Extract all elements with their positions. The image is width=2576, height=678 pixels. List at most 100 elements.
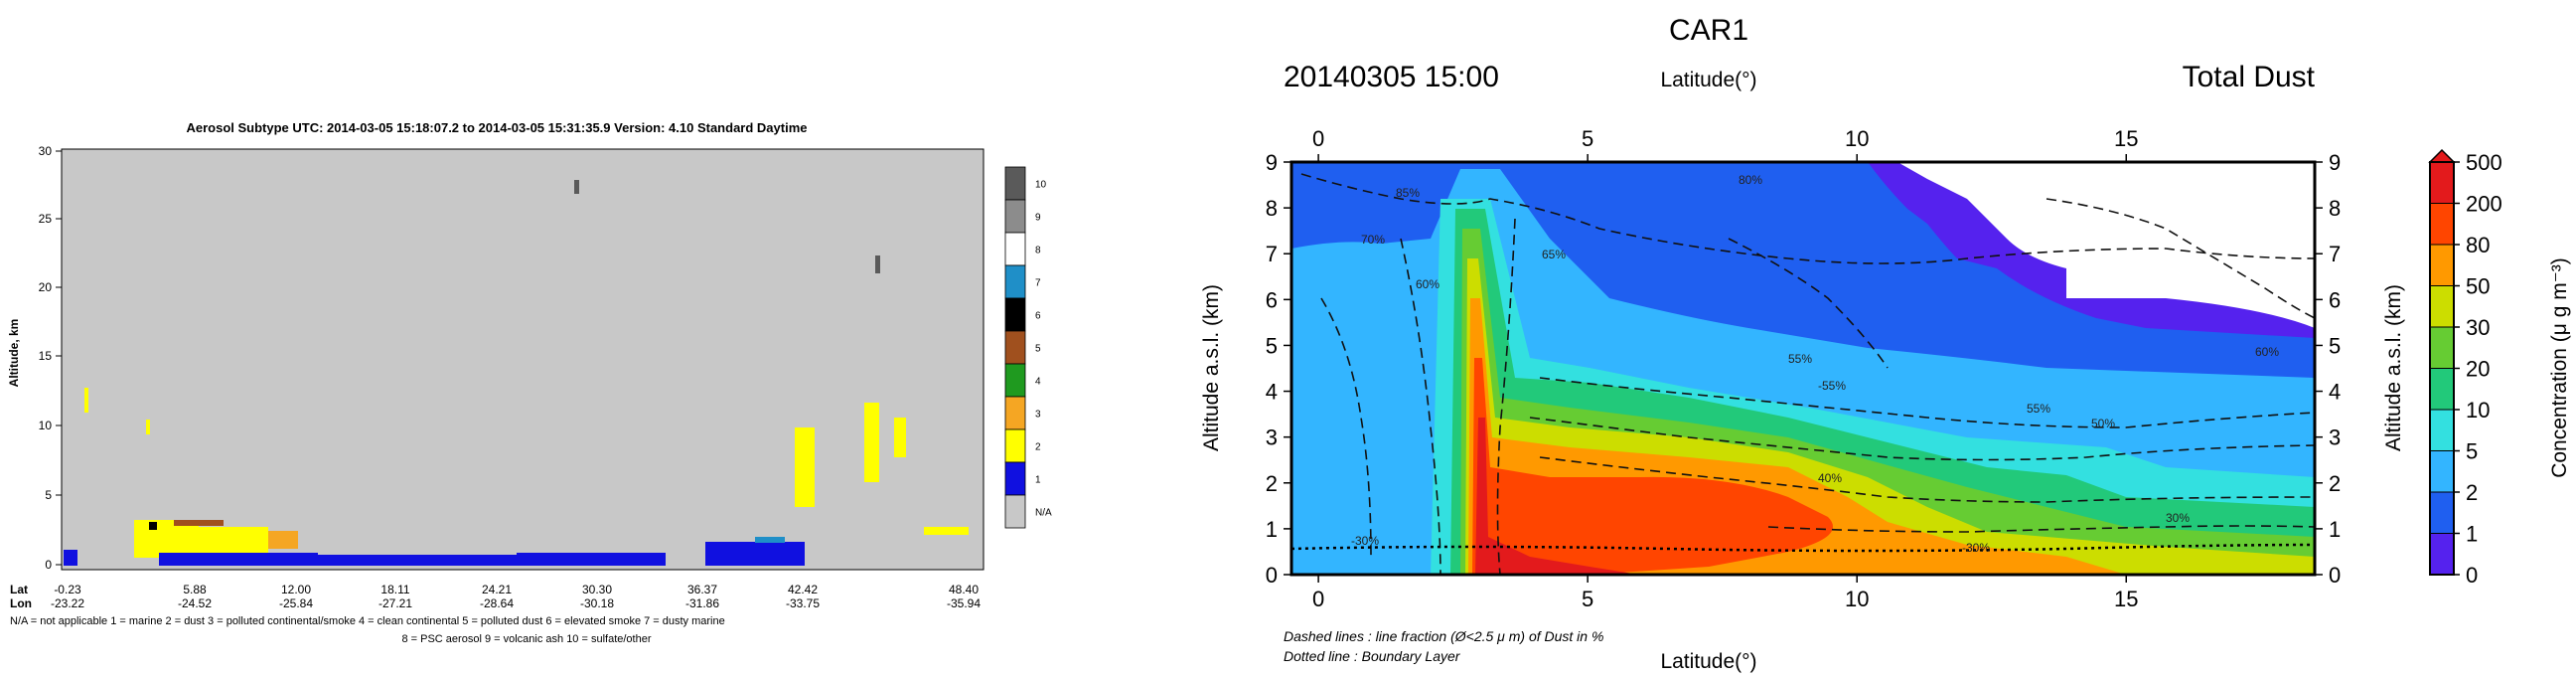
- feature-sulfate: [875, 255, 880, 273]
- feature-marine: [318, 555, 517, 566]
- xtick-label: 15: [2114, 587, 2138, 611]
- feature-dust: [795, 427, 815, 507]
- boundary-layer-line: [1291, 543, 2315, 553]
- feature-dust: [924, 527, 969, 535]
- contour-label: 65%: [1542, 248, 1566, 261]
- lat-tick: -0.23: [54, 583, 81, 596]
- xtick-label-top: 15: [2114, 126, 2138, 151]
- fine-fraction-contours: [1300, 173, 2315, 575]
- lat-tick: 30.30: [582, 583, 612, 596]
- ytick-label-right: 7: [2329, 242, 2341, 266]
- ytick-label: 25: [39, 212, 53, 226]
- calipso-plot-area: [62, 149, 984, 570]
- ytick-label: 0: [1266, 563, 1278, 588]
- ytick-label: 10: [39, 419, 53, 432]
- note-dashed-lines: Dashed lines : line fraction (Ø<2.5 μ m)…: [1284, 628, 1603, 644]
- lat-tick: 12.00: [281, 583, 311, 596]
- feature-dusty-marine: [755, 537, 785, 543]
- ytick-label-right: 9: [2329, 150, 2341, 175]
- colorbar-tick-label: 50: [2466, 274, 2490, 299]
- car1-axes: 0 0 5 5 10 10 15 15 0 0 1 1 2 2 3 3 4 4 5 5 6 6 7 7 8 8 9 9: [1266, 126, 2342, 611]
- feature-marine: [705, 542, 805, 566]
- colorbar-tick-label: 30: [2466, 315, 2490, 340]
- calipso-ylabel: Altitude, km: [7, 319, 21, 388]
- lat-tick: 5.88: [183, 583, 207, 596]
- lon-tick: -35.94: [947, 596, 981, 610]
- contour-labels: 85% 80% 70% 65% 55% 60% -55% 55% 50% 40%…: [1351, 173, 2279, 555]
- ytick-label: 6: [1266, 287, 1278, 312]
- colorbar-swatch: [1004, 297, 1026, 332]
- car1-plot-frame: [1289, 160, 2317, 577]
- lon-tick: -31.86: [685, 596, 719, 610]
- colorbar-tick-label: 2: [2466, 480, 2478, 505]
- contour-label: 70%: [1361, 233, 1385, 247]
- car1-datetime: 20140305 15:00: [1284, 61, 1499, 93]
- colorbar-tick-label: 1: [2466, 522, 2478, 547]
- ytick-label: 0: [45, 558, 52, 572]
- colorbar-swatch: [2429, 409, 2455, 451]
- colorbar-swatch: [2429, 533, 2455, 576]
- feature-smoke: [149, 522, 157, 530]
- colorbar-tick-label: 5: [1035, 344, 1041, 355]
- ytick-label: 3: [1266, 425, 1278, 450]
- colorbar-tick-label: 1: [1035, 475, 1041, 486]
- car1-title: CAR1: [1669, 14, 1748, 47]
- ytick-label: 5: [45, 488, 52, 502]
- lat-tick: 48.40: [949, 583, 979, 596]
- car1-chart: CAR1 20140305 15:00 Total Dust Latitude(…: [1200, 14, 2571, 673]
- dust-level-500: [1475, 418, 1639, 575]
- feature-polluted-dust: [174, 520, 224, 526]
- feature-marine: [64, 550, 77, 566]
- colorbar-swatch: [1004, 494, 1026, 529]
- colorbar-swatch: [2429, 368, 2455, 411]
- dust-level-0: [1897, 162, 2315, 328]
- calipso-xticks: Lat Lon -0.23 -23.22 5.88 -24.52 12.00 -…: [10, 583, 981, 610]
- lat-tick: 42.42: [788, 583, 818, 596]
- colorbar-tick-label: 3: [1035, 410, 1041, 421]
- lat-tick: 36.37: [687, 583, 717, 596]
- note-dotted-line: Dotted line : Boundary Layer: [1284, 648, 1461, 664]
- colorbar-tick-label: 8: [1035, 246, 1041, 256]
- ytick-label: 1: [1266, 517, 1278, 542]
- ytick-label: 9: [1266, 150, 1278, 175]
- colorbar-swatch: [1004, 461, 1026, 496]
- colorbar-tick-label: 2: [1035, 442, 1041, 453]
- ytick-label: 20: [39, 280, 53, 294]
- colorbar-tick-label: N/A: [1035, 508, 1052, 519]
- lon-tick: -23.22: [51, 596, 84, 610]
- xlabel-bottom: Latitude(°): [1660, 650, 1756, 673]
- colorbar-tick-label: 80: [2466, 233, 2490, 257]
- ytick-label-right: 0: [2329, 563, 2341, 588]
- ytick-label: 30: [39, 144, 53, 158]
- feature-dust: [84, 388, 88, 413]
- ytick-label-right: 6: [2329, 287, 2341, 312]
- colorbar-swatch: [1004, 264, 1026, 299]
- colorbar-tick-label: 500: [2466, 150, 2502, 175]
- colorbar-swatch: [1004, 166, 1026, 201]
- contour-label: 85%: [1396, 186, 1420, 200]
- ytick-label: 8: [1266, 196, 1278, 221]
- colorbar-tick-label: 4: [1035, 377, 1041, 388]
- colorbar-swatch: [2429, 491, 2455, 534]
- car1-variable: Total Dust: [2183, 61, 2316, 93]
- feature-polluted: [268, 531, 298, 549]
- xtick-label: 5: [1582, 587, 1593, 611]
- feature-marine: [517, 553, 666, 566]
- car1-ylabel-right: Altitude a.s.l. (km): [2382, 284, 2405, 451]
- colorbar-swatch: [2429, 203, 2455, 246]
- calipso-colorbar: 10 9 8 7 6 5 4 3 2 1 N/A: [1004, 166, 1052, 529]
- colorbar-tick-label: 20: [2466, 357, 2490, 382]
- feature-marine: [159, 553, 318, 566]
- contour-label: 50%: [2091, 417, 2115, 430]
- colorbar-swatch: [1004, 363, 1026, 398]
- xtick-label: 10: [1845, 587, 1869, 611]
- colorbar-tick-label: 5: [2466, 439, 2478, 464]
- ytick-label-right: 4: [2329, 380, 2341, 405]
- feature-dust: [894, 418, 906, 457]
- contour-label: 55%: [1788, 352, 1812, 366]
- lat-tick: 18.11: [380, 583, 409, 596]
- colorbar-swatch: [1004, 396, 1026, 430]
- contour-label: 80%: [1739, 173, 1762, 187]
- colorbar-swatch: [2429, 161, 2455, 204]
- ytick-label-right: 2: [2329, 471, 2341, 496]
